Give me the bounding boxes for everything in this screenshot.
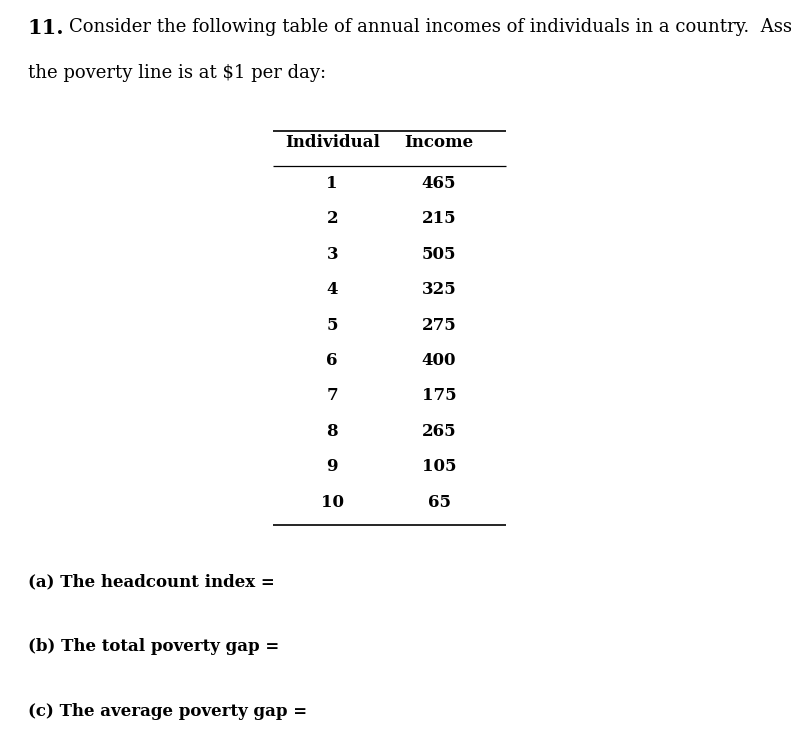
Text: 175: 175	[422, 387, 456, 404]
Text: (c) The average poverty gap =: (c) The average poverty gap =	[28, 703, 307, 720]
Text: 465: 465	[422, 175, 456, 192]
Text: 325: 325	[422, 281, 456, 298]
Text: 105: 105	[422, 458, 456, 475]
Text: 505: 505	[422, 246, 456, 263]
Text: the poverty line is at $1 per day:: the poverty line is at $1 per day:	[28, 64, 326, 82]
Text: 215: 215	[422, 210, 456, 227]
Text: 4: 4	[327, 281, 338, 298]
Text: Individual: Individual	[285, 134, 380, 151]
Text: 8: 8	[327, 423, 338, 440]
Text: 11.: 11.	[28, 18, 64, 38]
Text: 400: 400	[422, 352, 456, 369]
Text: 2: 2	[327, 210, 338, 227]
Text: Consider the following table of annual incomes of individuals in a country.  Ass: Consider the following table of annual i…	[69, 18, 791, 36]
Text: 65: 65	[427, 494, 451, 511]
Text: 7: 7	[327, 387, 338, 404]
Text: (a) The headcount index =: (a) The headcount index =	[28, 573, 274, 590]
Text: Income: Income	[404, 134, 474, 151]
Text: 10: 10	[320, 494, 344, 511]
Text: 265: 265	[422, 423, 456, 440]
Text: 9: 9	[327, 458, 338, 475]
Text: (b) The total poverty gap =: (b) The total poverty gap =	[28, 638, 279, 655]
Text: 3: 3	[327, 246, 338, 263]
Text: 275: 275	[422, 317, 456, 334]
Text: 5: 5	[327, 317, 338, 334]
Text: 6: 6	[327, 352, 338, 369]
Text: 1: 1	[327, 175, 338, 192]
